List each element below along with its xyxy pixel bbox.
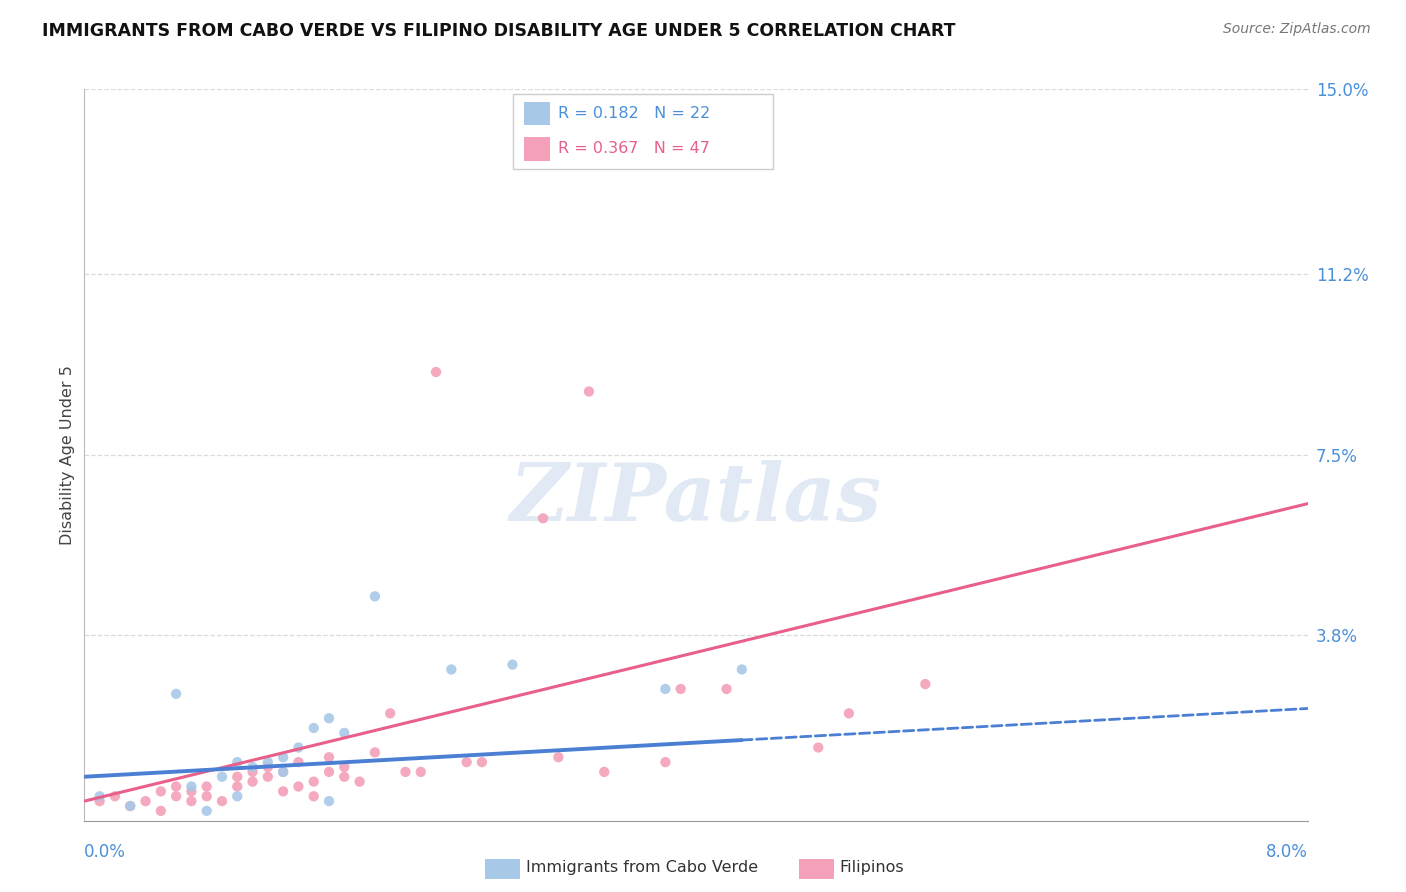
Point	[271, 764, 294, 779]
Point	[502, 657, 524, 672]
Point	[257, 770, 280, 784]
Point	[271, 764, 294, 779]
Point	[242, 760, 264, 774]
Point	[180, 794, 202, 808]
Point	[349, 774, 371, 789]
Point	[654, 681, 676, 696]
Point	[318, 794, 340, 808]
Point	[654, 755, 676, 769]
Point	[89, 789, 111, 804]
Point	[593, 764, 616, 779]
Point	[409, 764, 432, 779]
Point	[257, 760, 280, 774]
Point	[456, 755, 478, 769]
Text: Source: ZipAtlas.com: Source: ZipAtlas.com	[1223, 22, 1371, 37]
Point	[364, 745, 387, 759]
Point	[271, 784, 294, 798]
Point	[271, 750, 294, 764]
Point	[120, 799, 142, 814]
Point	[257, 755, 280, 769]
Point	[195, 789, 218, 804]
Text: ZIPatlas: ZIPatlas	[510, 460, 882, 538]
Point	[380, 706, 402, 721]
Point	[669, 681, 692, 696]
Point	[807, 740, 830, 755]
Y-axis label: Disability Age Under 5: Disability Age Under 5	[60, 365, 75, 545]
Point	[302, 721, 325, 735]
Point	[120, 799, 142, 814]
Point	[226, 789, 249, 804]
Point	[333, 770, 356, 784]
Point	[318, 750, 340, 764]
Point	[471, 755, 494, 769]
Point	[195, 804, 218, 818]
Text: IMMIGRANTS FROM CABO VERDE VS FILIPINO DISABILITY AGE UNDER 5 CORRELATION CHART: IMMIGRANTS FROM CABO VERDE VS FILIPINO D…	[42, 22, 956, 40]
Point	[333, 726, 356, 740]
Point	[149, 804, 172, 818]
Point	[226, 755, 249, 769]
Point	[165, 780, 187, 794]
Point	[914, 677, 936, 691]
Point	[425, 365, 447, 379]
Point	[180, 784, 202, 798]
Point	[364, 590, 387, 604]
Point	[731, 663, 754, 677]
Point	[531, 511, 554, 525]
Point	[211, 770, 233, 784]
Point	[195, 780, 218, 794]
Point	[318, 764, 340, 779]
Point	[394, 764, 416, 779]
Point	[547, 750, 569, 764]
Point	[242, 764, 264, 779]
Point	[135, 794, 157, 808]
Point	[333, 760, 356, 774]
Text: 8.0%: 8.0%	[1265, 843, 1308, 861]
Text: Filipinos: Filipinos	[839, 860, 904, 874]
Point	[302, 774, 325, 789]
Point	[716, 681, 738, 696]
Point	[89, 794, 111, 808]
Text: Immigrants from Cabo Verde: Immigrants from Cabo Verde	[526, 860, 758, 874]
Point	[165, 789, 187, 804]
Point	[578, 384, 600, 399]
Point	[302, 789, 325, 804]
Point	[149, 784, 172, 798]
Point	[242, 774, 264, 789]
Text: 0.0%: 0.0%	[84, 843, 127, 861]
Point	[287, 755, 309, 769]
Point	[211, 794, 233, 808]
Point	[104, 789, 127, 804]
Point	[287, 780, 309, 794]
Point	[440, 663, 463, 677]
Text: R = 0.182   N = 22: R = 0.182 N = 22	[558, 106, 710, 120]
Point	[165, 687, 187, 701]
Point	[226, 770, 249, 784]
Point	[838, 706, 860, 721]
Point	[180, 780, 202, 794]
Point	[318, 711, 340, 725]
Point	[287, 740, 309, 755]
Point	[226, 780, 249, 794]
Text: R = 0.367   N = 47: R = 0.367 N = 47	[558, 142, 710, 156]
